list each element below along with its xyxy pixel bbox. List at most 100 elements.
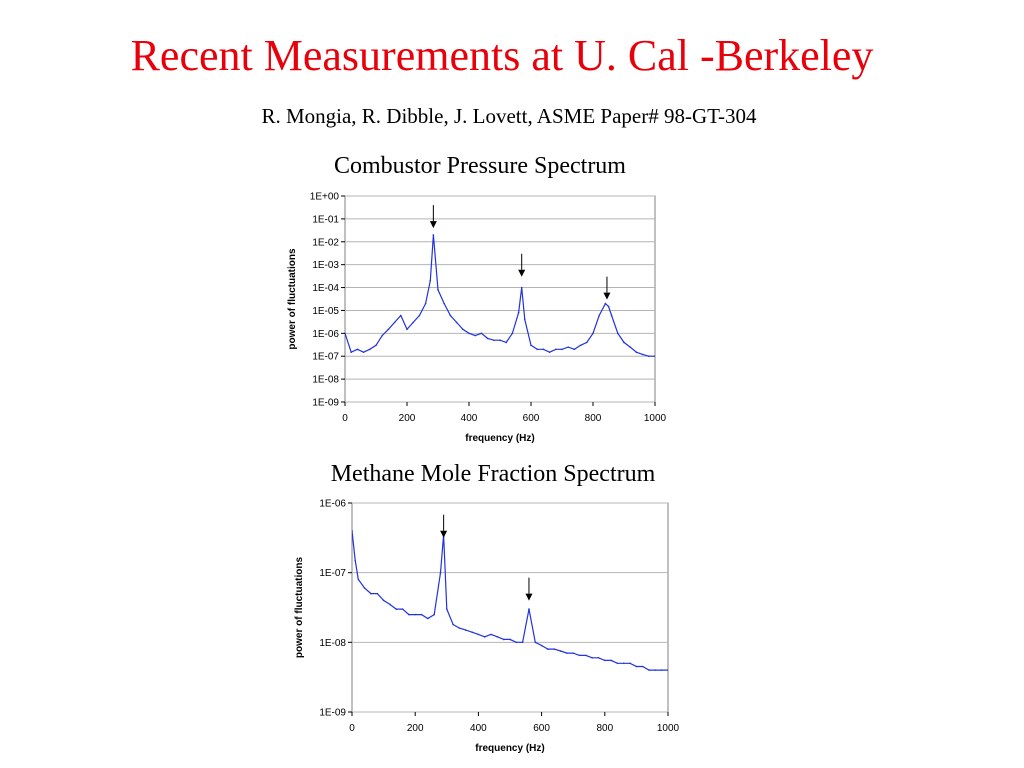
- data-point: [474, 334, 477, 337]
- y-tick-label: 1E-09: [319, 708, 346, 719]
- x-tick-label: 600: [523, 413, 540, 424]
- data-point: [493, 339, 495, 342]
- data-point: [592, 332, 594, 335]
- data-point: [559, 650, 562, 652]
- data-point: [389, 603, 391, 606]
- data-point: [572, 652, 574, 654]
- data-point: [586, 341, 588, 344]
- data-point: [555, 348, 557, 351]
- data-point: [356, 348, 359, 351]
- data-point: [452, 623, 454, 626]
- data-point: [382, 599, 385, 602]
- data-point: [635, 351, 638, 353]
- data-point: [578, 654, 581, 657]
- data-point: [547, 648, 549, 650]
- data-point: [648, 355, 650, 358]
- y-tick-label: 1E-04: [312, 283, 339, 294]
- data-point: [617, 332, 619, 335]
- data-point: [345, 332, 346, 335]
- x-tick-label: 0: [342, 413, 348, 424]
- data-point: [629, 346, 631, 348]
- y-tick-label: 1E-01: [312, 214, 339, 225]
- y-tick-label: 1E-08: [312, 375, 339, 386]
- data-point: [420, 613, 423, 616]
- data-point: [369, 348, 371, 351]
- data-point: [362, 351, 365, 353]
- data-point: [455, 321, 458, 324]
- y-axis-label: power of fluctuations: [287, 248, 298, 350]
- data-point: [622, 662, 625, 665]
- data-point: [509, 638, 511, 641]
- page-title: Recent Measurements at U. Cal -Berkeley: [130, 31, 874, 80]
- data-point: [616, 662, 619, 665]
- plot-area: [344, 195, 656, 403]
- data-point: [401, 608, 404, 610]
- data-point: [395, 608, 398, 610]
- data-point: [623, 341, 625, 344]
- data-point: [528, 608, 530, 610]
- data-point: [439, 571, 442, 574]
- x-tick-label: 800: [596, 723, 613, 734]
- annotation-arrow-head: [525, 593, 533, 601]
- x-tick-label: 1000: [657, 723, 680, 734]
- y-tick-label: 1E-07: [319, 568, 346, 579]
- x-tick-label: 400: [470, 723, 487, 734]
- data-point: [629, 662, 631, 665]
- data-point: [635, 665, 638, 668]
- data-point: [429, 279, 432, 282]
- data-point: [443, 302, 446, 305]
- data-point: [477, 633, 480, 636]
- data-point: [446, 608, 448, 610]
- data-point: [458, 627, 461, 629]
- data-point: [579, 344, 582, 347]
- chart-2-title: Methane Mole Fraction Spectrum: [330, 461, 656, 487]
- data-point: [412, 321, 415, 324]
- data-point: [548, 351, 551, 353]
- data-point: [553, 648, 556, 650]
- data-point: [610, 314, 613, 317]
- data-point: [566, 652, 568, 654]
- annotation-arrow-head: [429, 221, 437, 229]
- data-point: [490, 633, 492, 636]
- y-tick-label: 1E-05: [312, 306, 339, 317]
- y-tick-label: 1E-08: [319, 638, 346, 649]
- x-axis-label: frequency (Hz): [475, 743, 544, 754]
- data-point: [496, 636, 499, 638]
- annotation-arrow-head: [440, 530, 448, 538]
- data-point: [667, 669, 668, 671]
- data-point: [648, 669, 650, 671]
- data-point: [597, 656, 600, 659]
- y-tick-label: 1E-06: [319, 499, 346, 510]
- chart-1-title: Combustor Pressure Spectrum: [334, 153, 626, 179]
- data-point: [418, 314, 421, 317]
- y-axis-label: power of fluctuations: [294, 557, 305, 659]
- data-point: [540, 644, 543, 647]
- data-point: [604, 302, 607, 305]
- data-point: [381, 334, 384, 337]
- data-point: [387, 328, 390, 331]
- x-axis-label: frequency (Hz): [465, 433, 534, 444]
- data-point: [660, 669, 663, 671]
- x-tick-label: 0: [349, 723, 355, 734]
- data-point: [468, 332, 470, 335]
- data-point: [511, 332, 514, 335]
- data-point: [534, 641, 537, 644]
- data-point: [486, 337, 489, 340]
- data-point: [641, 665, 644, 668]
- data-point: [604, 659, 606, 662]
- page-subtitle: R. Mongia, R. Dibble, J. Lovett, ASME Pa…: [261, 104, 757, 128]
- data-point: [464, 629, 467, 631]
- x-tick-label: 200: [399, 413, 416, 424]
- data-point: [610, 659, 612, 662]
- data-point: [350, 351, 353, 353]
- plot-area: [351, 502, 669, 713]
- data-point: [591, 656, 593, 659]
- x-tick-label: 400: [461, 413, 478, 424]
- data-point: [406, 328, 408, 331]
- data-point: [530, 344, 532, 347]
- data-point: [375, 344, 377, 347]
- data-point: [424, 302, 427, 305]
- x-tick-label: 600: [533, 723, 550, 734]
